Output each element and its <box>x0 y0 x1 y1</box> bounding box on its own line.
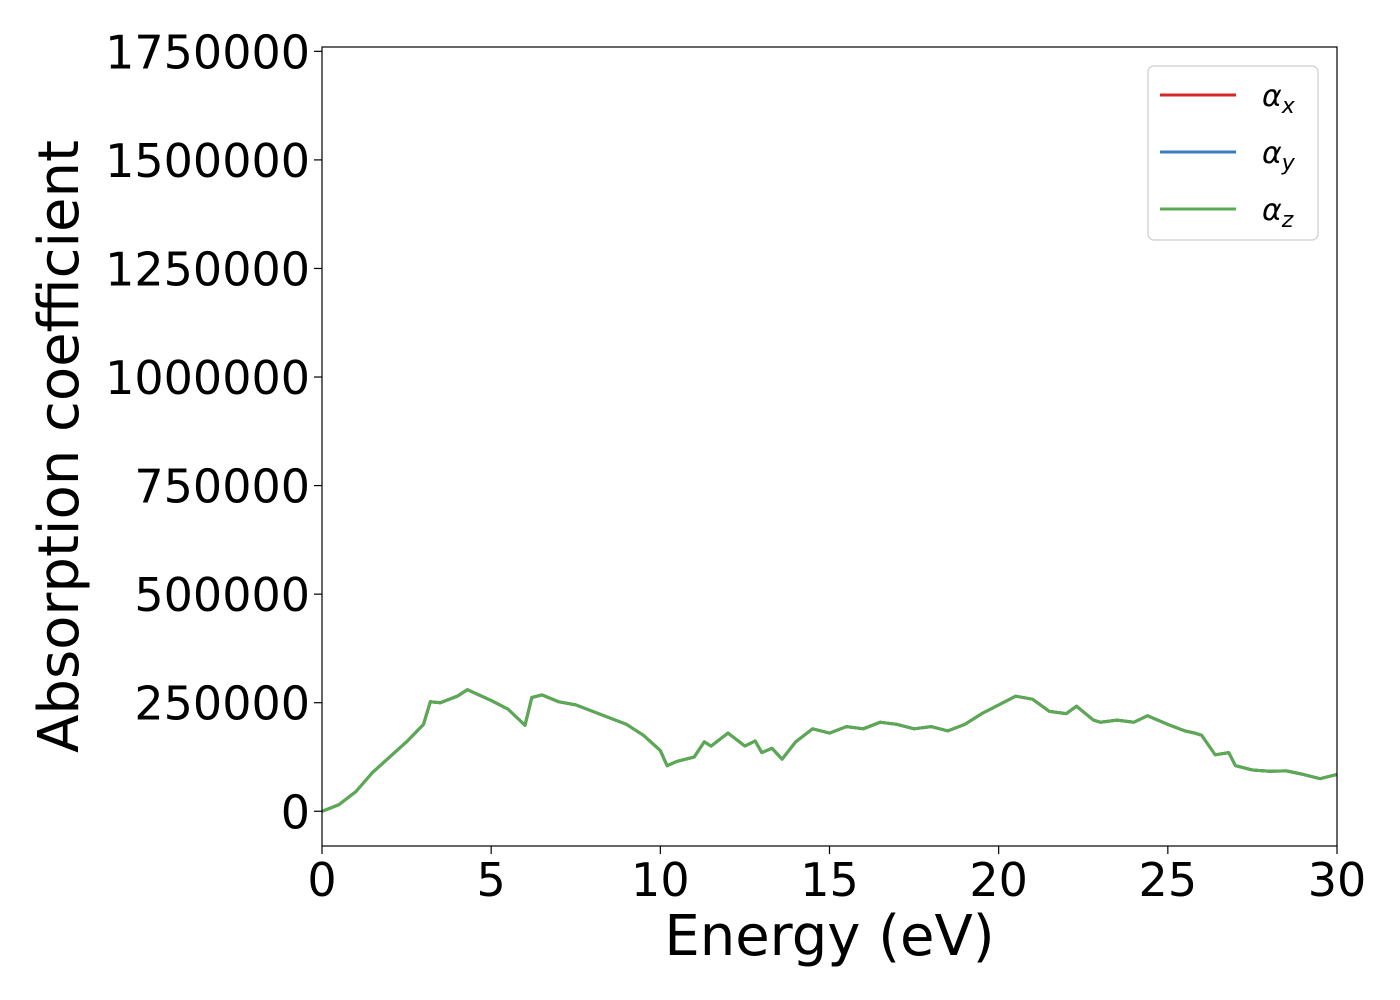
y-axis-label: Absorption coefficient <box>27 140 92 753</box>
x-tick-label: 20 <box>969 853 1028 907</box>
x-axis-label: Energy (eV) <box>664 904 994 969</box>
y-tick-label: 500000 <box>134 568 310 622</box>
x-tick-label: 30 <box>1308 853 1367 907</box>
legend-label-z: αz <box>1262 193 1294 233</box>
x-axis-ticks: 0 5 10 15 20 25 30 <box>307 846 1366 907</box>
y-tick-label: 1000000 <box>105 351 310 405</box>
legend-label-y: αy <box>1262 136 1296 176</box>
y-tick-label: 1250000 <box>105 242 310 296</box>
y-tick-label: 250000 <box>134 677 310 731</box>
y-tick-label: 0 <box>281 785 310 839</box>
x-tick-label: 15 <box>800 853 859 907</box>
legend-label-x: αx <box>1262 79 1296 119</box>
x-tick-label: 5 <box>477 853 506 907</box>
x-tick-label: 10 <box>631 853 690 907</box>
series-layer <box>322 688 1337 813</box>
series-line-z <box>322 688 1337 813</box>
y-tick-label: 1750000 <box>105 25 310 79</box>
y-axis-ticks: 0 250000 500000 750000 1000000 1250000 1500000… <box>105 25 322 839</box>
y-tick-label: 750000 <box>134 460 310 514</box>
legend: αx αy αz <box>1147 65 1319 241</box>
x-tick-label: 0 <box>307 853 336 907</box>
x-tick-label: 25 <box>1139 853 1198 907</box>
y-tick-label: 1500000 <box>105 134 310 188</box>
